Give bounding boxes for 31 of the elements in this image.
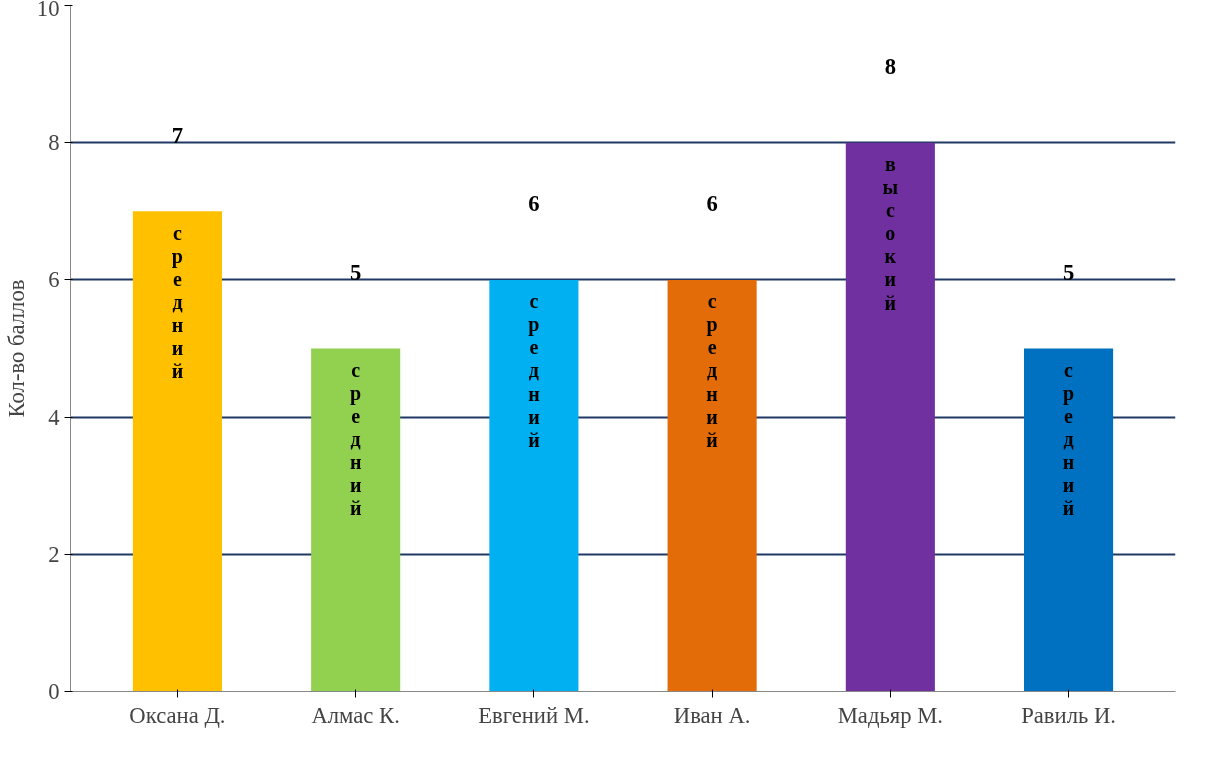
annotation: средний [528, 290, 540, 451]
x-tick-label: Оксана Д. [129, 702, 226, 728]
y-tick-label: 0 [48, 679, 60, 704]
data-label: 6 [706, 191, 718, 217]
y-tick-label: 4 [48, 404, 60, 430]
x-tick-label: Алмас К. [311, 702, 400, 728]
x-tick-label: Евгений М. [478, 702, 590, 728]
annotation: средний [1062, 358, 1075, 520]
y-tick-label: 6 [48, 267, 60, 293]
annotation: средний [706, 290, 718, 451]
y-axis-title: Кол-во баллов [3, 279, 29, 418]
annotation: средний [349, 358, 362, 520]
bar [1024, 348, 1114, 692]
data-label: 5 [350, 259, 362, 285]
bar [489, 279, 579, 692]
bar [311, 348, 401, 692]
bar [667, 279, 757, 692]
data-label: 8 [884, 54, 896, 80]
y-tick-label: 2 [48, 541, 60, 567]
data-label: 5 [1062, 259, 1075, 285]
y-tick-label: 10 [36, 0, 60, 21]
annotation: высокий [882, 152, 899, 314]
bar [845, 142, 935, 692]
x-tick-label: Мадьяр М. [837, 702, 943, 728]
x-tick-label: Иван А. [673, 702, 751, 728]
data-label: 7 [171, 122, 184, 148]
x-tick-label: Равиль И. [1021, 702, 1116, 728]
y-tick-label: 8 [48, 130, 60, 156]
data-label: 6 [528, 191, 540, 217]
bar [132, 211, 222, 692]
annotation: средний [171, 221, 184, 383]
